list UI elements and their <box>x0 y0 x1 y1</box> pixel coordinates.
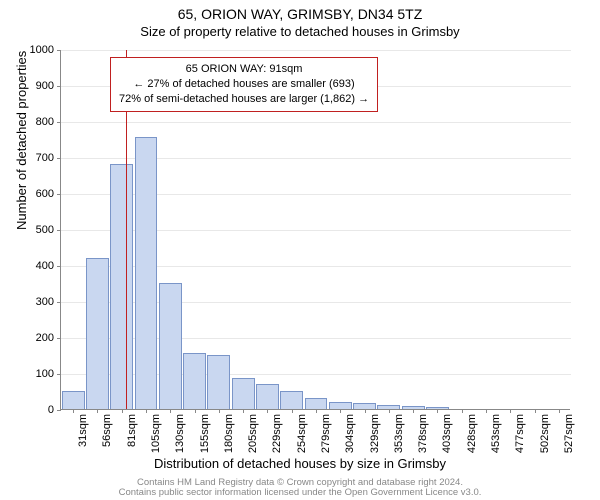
x-tick-label: 378sqm <box>417 414 429 453</box>
x-tick-label: 477sqm <box>514 414 526 453</box>
y-tick <box>57 230 61 231</box>
histogram-bar <box>62 391 85 409</box>
grid-line <box>61 122 571 123</box>
x-tick-label: 130sqm <box>174 414 186 453</box>
x-tick <box>340 409 341 413</box>
histogram-bar <box>159 283 182 409</box>
histogram-bar <box>135 137 158 409</box>
x-tick-label: 105sqm <box>150 414 162 453</box>
x-tick-label: 180sqm <box>223 414 235 453</box>
x-tick-label: 403sqm <box>441 414 453 453</box>
y-tick-label: 100 <box>26 368 54 380</box>
x-tick-label: 304sqm <box>344 414 356 453</box>
x-tick-label: 279sqm <box>320 414 332 453</box>
x-tick <box>243 409 244 413</box>
y-tick <box>57 338 61 339</box>
x-tick-label: 205sqm <box>247 414 259 453</box>
footnote: Contains HM Land Registry data © Crown c… <box>0 478 600 499</box>
histogram-bar <box>207 355 230 409</box>
x-tick-label: 155sqm <box>199 414 211 453</box>
y-tick <box>57 266 61 267</box>
histogram-bar <box>232 378 255 409</box>
histogram-bar <box>280 391 303 409</box>
histogram-bar <box>183 353 206 409</box>
y-tick-label: 500 <box>26 224 54 236</box>
x-tick-label: 428sqm <box>466 414 478 453</box>
annotation-box: 65 ORION WAY: 91sqm ← 27% of detached ho… <box>110 57 378 112</box>
x-tick <box>97 409 98 413</box>
x-tick <box>389 409 390 413</box>
x-tick <box>122 409 123 413</box>
y-tick <box>57 158 61 159</box>
histogram-bar <box>305 398 328 409</box>
x-tick <box>170 409 171 413</box>
y-tick <box>57 374 61 375</box>
x-tick <box>559 409 560 413</box>
y-tick-label: 1000 <box>26 44 54 56</box>
y-tick-label: 400 <box>26 260 54 272</box>
y-tick <box>57 302 61 303</box>
x-tick <box>195 409 196 413</box>
x-tick <box>437 409 438 413</box>
x-tick <box>462 409 463 413</box>
histogram-bar <box>329 402 352 409</box>
annotation-line-2: ← 27% of detached houses are smaller (69… <box>119 77 369 92</box>
x-tick <box>413 409 414 413</box>
y-tick-label: 300 <box>26 296 54 308</box>
y-tick-label: 700 <box>26 152 54 164</box>
chart-container: 65, ORION WAY, GRIMSBY, DN34 5TZ Size of… <box>0 0 600 500</box>
y-tick-label: 0 <box>26 404 54 416</box>
x-tick <box>365 409 366 413</box>
y-tick <box>57 410 61 411</box>
y-tick-label: 900 <box>26 80 54 92</box>
histogram-bar <box>110 164 133 409</box>
x-tick <box>73 409 74 413</box>
y-tick-label: 800 <box>26 116 54 128</box>
x-tick <box>316 409 317 413</box>
histogram-bar <box>256 384 279 409</box>
x-tick-label: 502sqm <box>539 414 551 453</box>
x-tick-label: 329sqm <box>369 414 381 453</box>
x-tick <box>267 409 268 413</box>
annotation-line-3: 72% of semi-detached houses are larger (… <box>119 92 369 107</box>
y-tick <box>57 50 61 51</box>
chart-title-sub: Size of property relative to detached ho… <box>0 24 600 39</box>
chart-title-main: 65, ORION WAY, GRIMSBY, DN34 5TZ <box>0 6 600 22</box>
x-tick-label: 229sqm <box>271 414 283 453</box>
x-tick-label: 527sqm <box>563 414 575 453</box>
x-tick-label: 353sqm <box>393 414 405 453</box>
x-tick-label: 453sqm <box>490 414 502 453</box>
y-tick-label: 200 <box>26 332 54 344</box>
x-tick-label: 56sqm <box>101 414 113 447</box>
y-axis-title: Number of detached properties <box>14 51 29 230</box>
x-tick-label: 254sqm <box>296 414 308 453</box>
y-tick <box>57 194 61 195</box>
x-tick <box>219 409 220 413</box>
x-axis-title: Distribution of detached houses by size … <box>0 456 600 471</box>
y-tick <box>57 122 61 123</box>
x-tick-label: 31sqm <box>77 414 89 447</box>
grid-line <box>61 50 571 51</box>
y-tick <box>57 86 61 87</box>
x-tick <box>292 409 293 413</box>
histogram-bar <box>86 258 109 409</box>
x-tick <box>486 409 487 413</box>
x-tick <box>510 409 511 413</box>
x-tick <box>535 409 536 413</box>
x-tick <box>146 409 147 413</box>
y-tick-label: 600 <box>26 188 54 200</box>
annotation-line-1: 65 ORION WAY: 91sqm <box>119 62 369 77</box>
x-tick-label: 81sqm <box>126 414 138 447</box>
footnote-line-2: Contains public sector information licen… <box>0 488 600 498</box>
